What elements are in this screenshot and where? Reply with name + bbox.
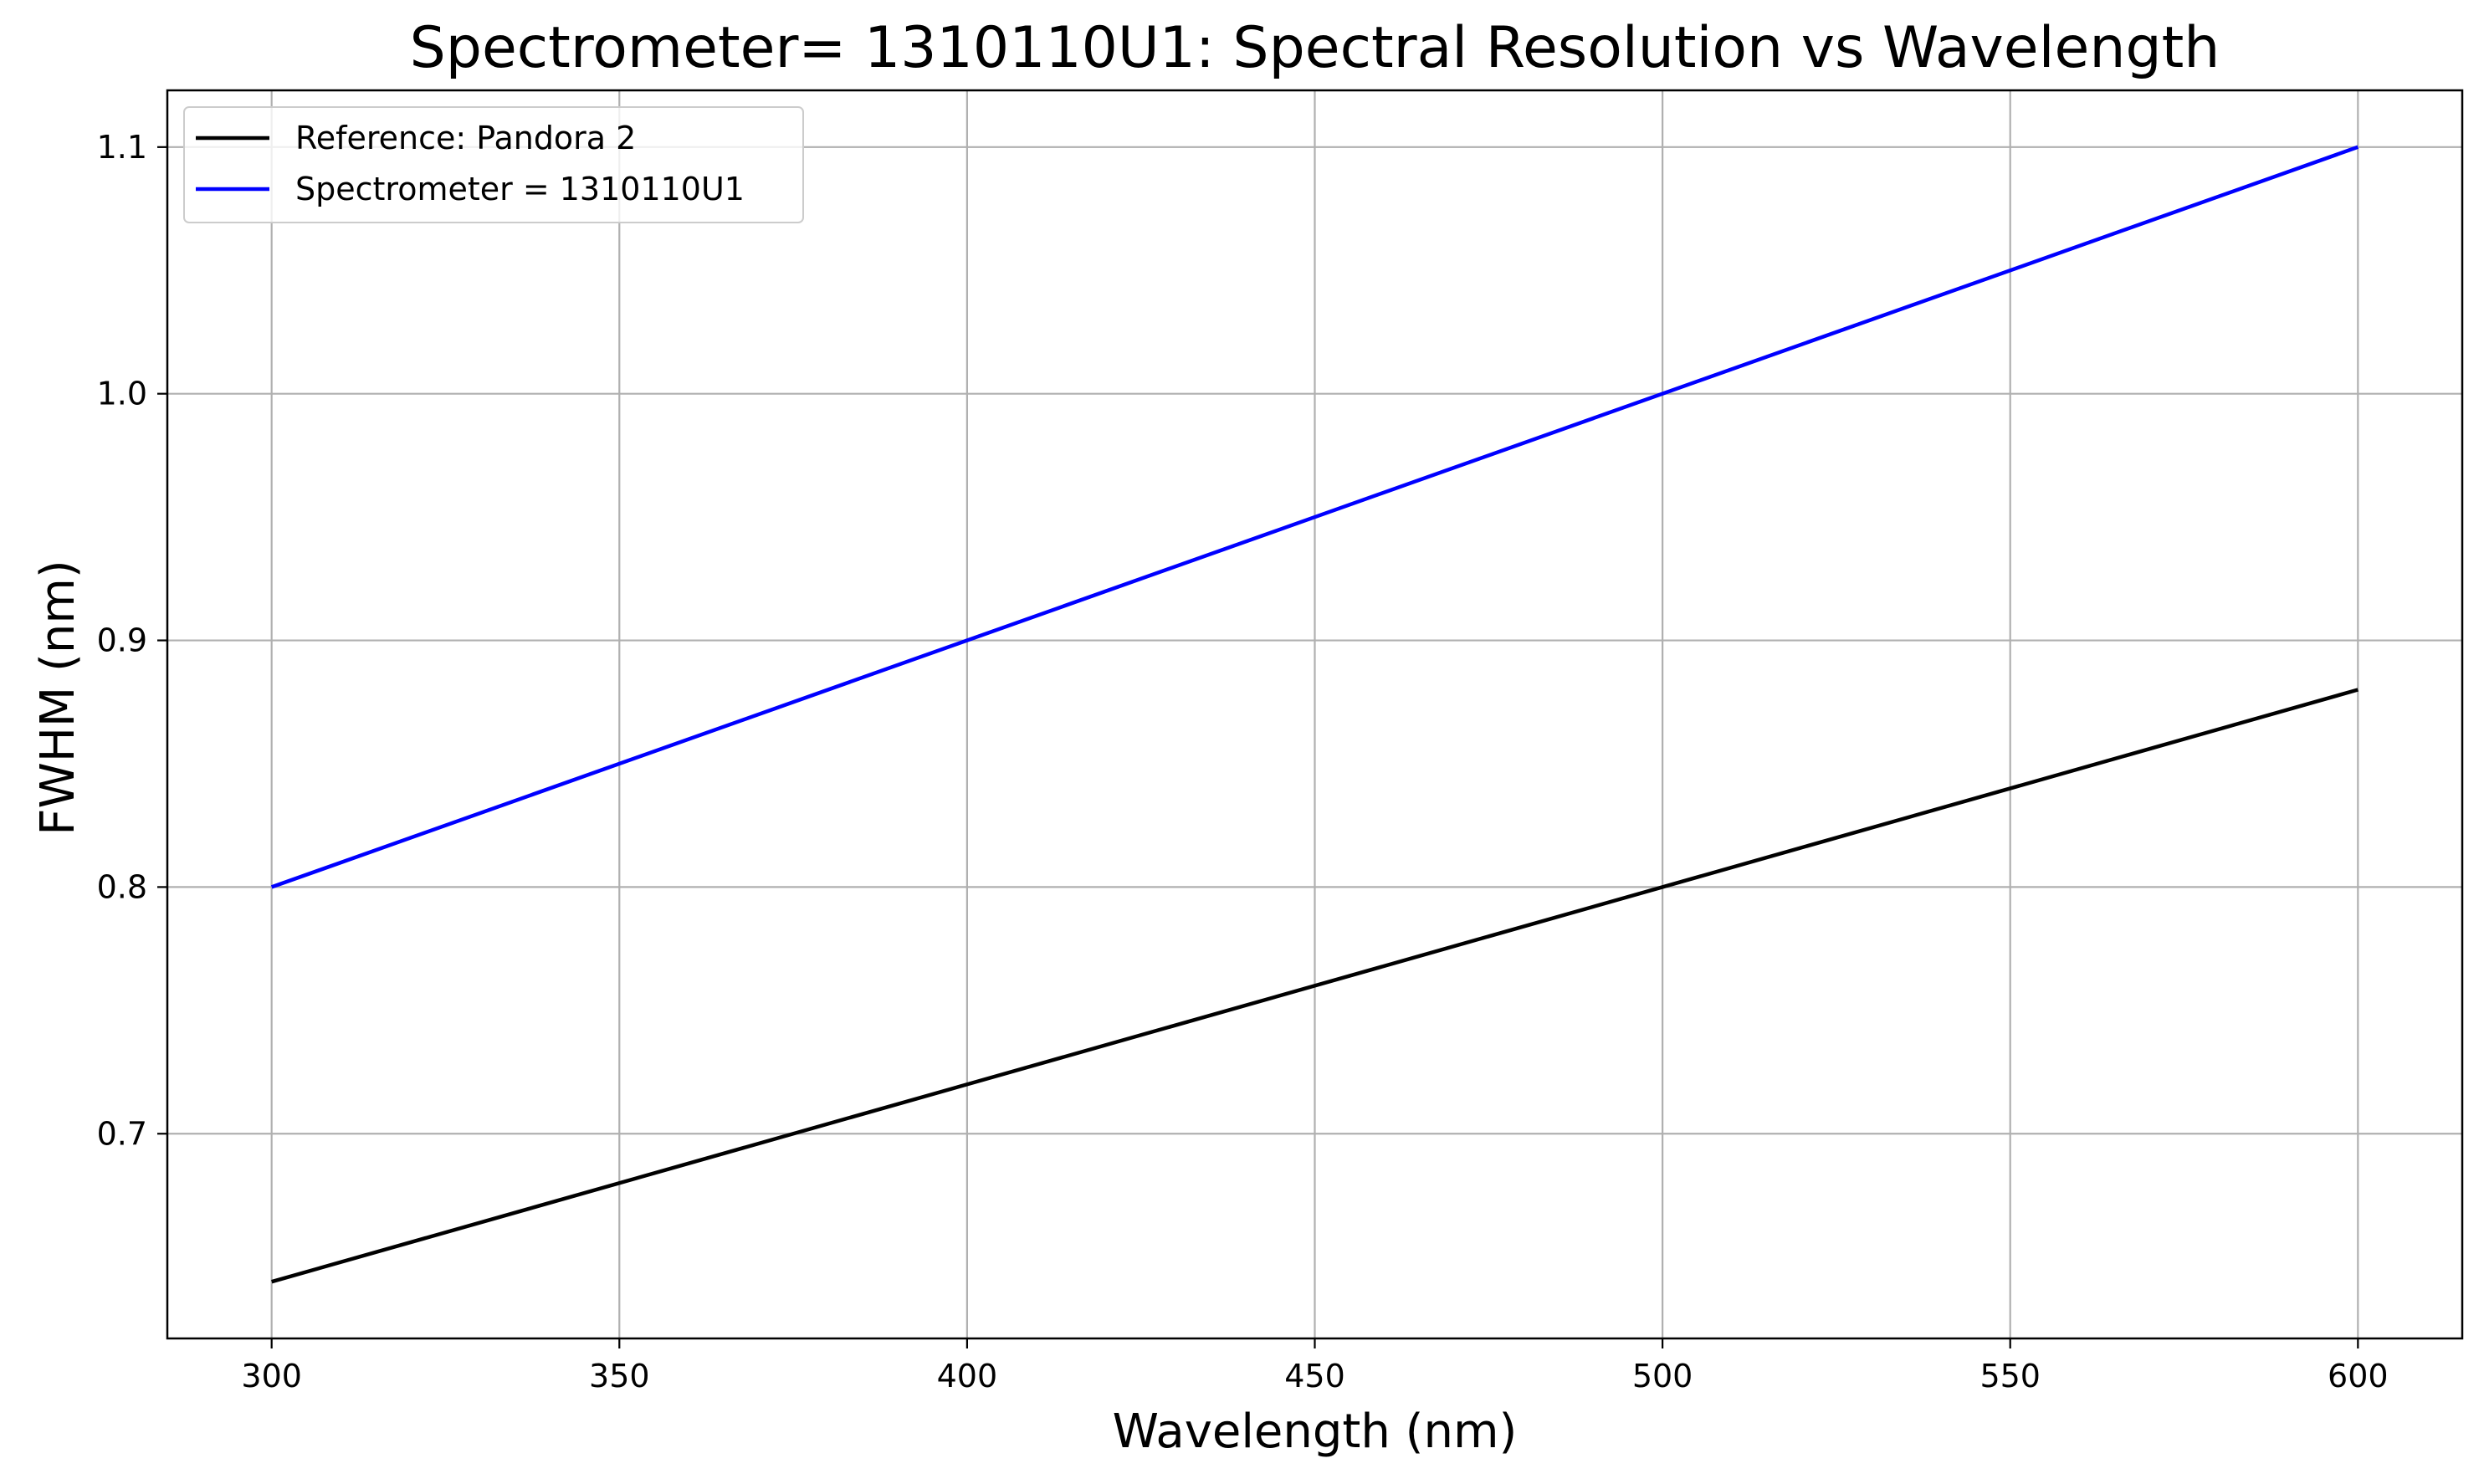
legend-label: Spectrometer = 1310110U1	[295, 171, 745, 207]
x-tick-label: 400	[937, 1358, 998, 1394]
x-tick-label: 300	[241, 1358, 302, 1394]
legend: Reference: Pandora 2 Spectrometer = 13101…	[183, 106, 804, 223]
legend-entries: Reference: Pandora 2 Spectrometer = 13101…	[196, 120, 745, 207]
chart-title: Spectrometer= 1310110U1: Spectral Resolu…	[410, 15, 2220, 81]
series-line-1	[271, 688, 2359, 1284]
y-tick-label: 0.9	[97, 622, 147, 659]
y-tick-label: 0.8	[97, 868, 147, 905]
legend-label: Reference: Pandora 2	[295, 120, 636, 156]
y-tick-label: 1.1	[97, 129, 147, 166]
y-tick-label: 0.7	[97, 1115, 147, 1152]
x-axis-label: Wavelength (nm)	[1113, 1405, 1518, 1459]
x-tick-label: 500	[1632, 1358, 1693, 1394]
x-tick-label: 600	[2328, 1358, 2389, 1394]
legend-box	[183, 106, 804, 223]
x-tick-label: 450	[1284, 1358, 1345, 1394]
y-axis-label: FWHM (nm)	[31, 560, 85, 836]
grid-lines	[167, 90, 2462, 1338]
x-tick-label: 550	[1980, 1358, 2041, 1394]
y-tick-label: 1.0	[97, 376, 147, 412]
series-line-2	[270, 145, 2359, 889]
series-lines	[270, 145, 2359, 1284]
x-tick-label: 350	[589, 1358, 650, 1394]
x-axis-ticks: 300 350 400 450 500 550 600	[241, 1338, 2389, 1394]
y-axis-ticks: 0.7 0.8 0.9 1.0 1.1	[97, 129, 167, 1152]
